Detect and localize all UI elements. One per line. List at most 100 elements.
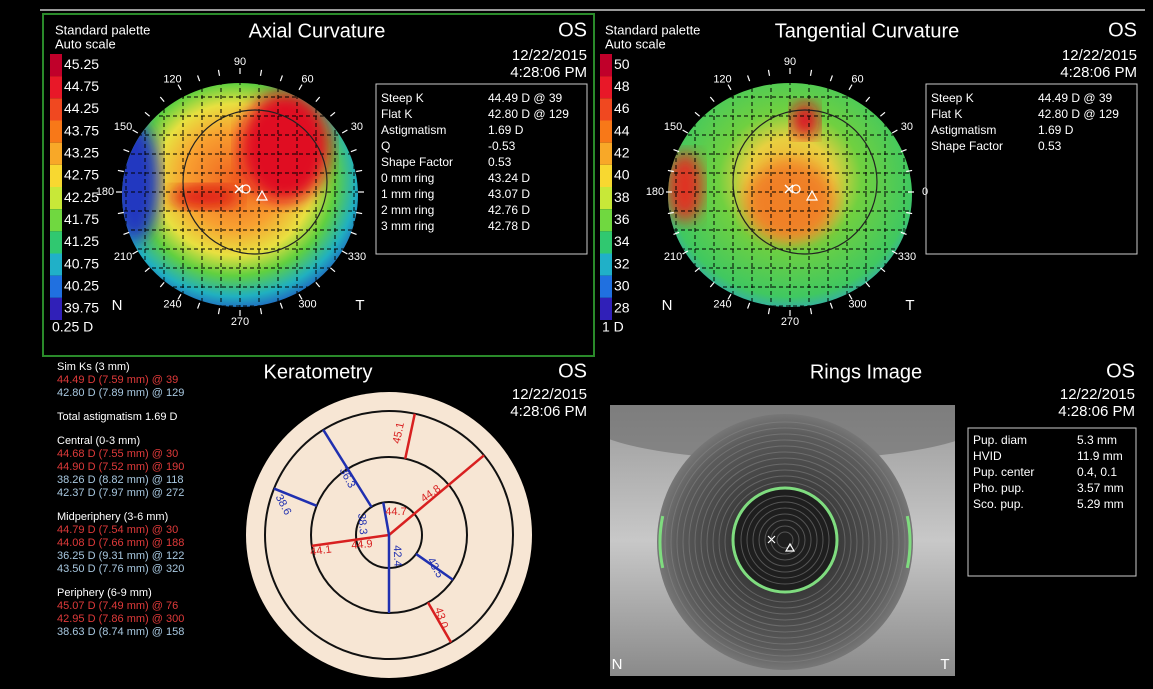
legend-swatch xyxy=(50,98,62,121)
legend-swatch xyxy=(50,164,62,187)
info-value: 5.3 mm xyxy=(1077,433,1117,447)
info-value: 0.53 xyxy=(1038,139,1062,153)
legend-label: 48 xyxy=(614,78,630,94)
angle-tick xyxy=(177,293,182,300)
meridian-value: 44.9 xyxy=(351,538,373,552)
keratometry-reading: 44.79 D (7.54 mm) @ 30 xyxy=(57,524,178,536)
angle-tick xyxy=(880,267,886,273)
legend-label: 41.75 xyxy=(64,211,99,227)
legend-swatch xyxy=(600,209,612,232)
angle-tick xyxy=(848,84,853,91)
info-value: 1.69 D xyxy=(1038,123,1074,137)
angle-tick xyxy=(279,75,283,82)
keratometry-reading: 36.25 D (9.31 mm) @ 122 xyxy=(57,550,184,562)
map-cool xyxy=(668,152,703,222)
angle-label: 30 xyxy=(351,121,363,133)
angle-tick xyxy=(767,308,771,315)
meridian xyxy=(322,429,373,508)
eye-label: OS xyxy=(1106,360,1135,382)
angle-tick xyxy=(694,267,700,273)
legend-label: 41.25 xyxy=(64,233,99,249)
angle-tick xyxy=(727,84,732,91)
angle-tick xyxy=(259,308,263,315)
placido-ring xyxy=(706,463,864,621)
exam-time: 4:28:06 PM xyxy=(1060,64,1137,81)
side-label: N xyxy=(112,297,123,314)
angle-label: 150 xyxy=(664,121,682,133)
legend-label: 42.75 xyxy=(64,167,99,183)
angle-label: 180 xyxy=(96,186,114,198)
info-value: 42.80 D @ 129 xyxy=(1038,107,1119,121)
placido-ring xyxy=(688,445,882,639)
panel-title: Rings Image xyxy=(810,361,922,383)
legend-swatch xyxy=(50,142,62,165)
angle-tick xyxy=(330,267,336,273)
legend-label: 38 xyxy=(614,189,630,205)
vertex-marker xyxy=(791,184,801,194)
meridian xyxy=(426,601,453,644)
pupil xyxy=(731,486,839,594)
side-label: T xyxy=(905,297,914,314)
angle-tick xyxy=(709,96,715,102)
legend-swatch xyxy=(600,164,612,187)
vertex-marker xyxy=(241,184,251,194)
keratometry-reading: 42.37 D (7.97 mm) @ 272 xyxy=(57,487,184,499)
angle-tick xyxy=(673,149,680,153)
angle-tick xyxy=(865,282,871,288)
legend-label: 43.25 xyxy=(64,144,99,160)
section-heading: Sim Ks (3 mm) xyxy=(57,361,130,373)
side-label: T xyxy=(355,297,364,314)
panel-title: Axial Curvature xyxy=(249,20,386,42)
angle-label: 150 xyxy=(114,121,132,133)
angle-label: 270 xyxy=(231,316,249,328)
angle-label: 180 xyxy=(646,186,664,198)
placido-ring xyxy=(764,519,806,561)
placido-ring xyxy=(724,481,846,603)
info-value: 0.53 xyxy=(488,155,512,169)
keratometry-reading: 42.80 D (7.89 mm) @ 129 xyxy=(57,387,184,399)
angle-tick xyxy=(350,231,357,235)
angle-tick xyxy=(197,302,201,309)
angle-tick xyxy=(694,111,700,117)
info-box xyxy=(967,427,1137,577)
legend-label: 30 xyxy=(614,277,630,293)
info-label: 0 mm ring xyxy=(381,171,434,185)
angle-tick xyxy=(298,293,303,300)
angle-tick xyxy=(132,129,139,134)
angle-tick xyxy=(667,169,674,173)
angle-label: 210 xyxy=(114,251,132,263)
palette-name: Standard palette xyxy=(605,22,700,37)
angle-tick xyxy=(709,282,715,288)
keratometry-reading: 44.08 D (7.66 mm) @ 188 xyxy=(57,537,184,549)
legend-swatch xyxy=(600,120,612,143)
apex-marker xyxy=(255,189,269,201)
pupil-outline xyxy=(182,109,328,255)
meridian-value: 38.3 xyxy=(355,513,369,535)
angle-tick xyxy=(673,231,680,235)
angle-tick xyxy=(123,149,130,153)
legend-swatch xyxy=(600,275,612,298)
info-value: 42.76 D xyxy=(488,203,530,217)
meridian xyxy=(388,454,485,536)
placido-ring xyxy=(718,475,852,609)
angle-label: 330 xyxy=(898,251,916,263)
angle-tick xyxy=(747,75,751,82)
info-label: 2 mm ring xyxy=(381,203,434,217)
angle-tick xyxy=(727,293,732,300)
angle-tick xyxy=(341,250,348,255)
angle-tick xyxy=(356,211,363,215)
angle-label: 240 xyxy=(163,298,181,310)
angle-tick xyxy=(159,282,165,288)
meridian xyxy=(415,552,454,581)
legend-label: 42.25 xyxy=(64,189,99,205)
legend-label: 43.75 xyxy=(64,122,99,138)
eye-photo xyxy=(610,405,955,676)
placido-ring xyxy=(752,507,818,573)
legend-swatch xyxy=(50,297,62,320)
info-label: Steep K xyxy=(931,91,974,105)
info-value: 42.80 D @ 129 xyxy=(488,107,569,121)
angle-tick xyxy=(132,250,139,255)
meridian-value: 45.1 xyxy=(391,421,407,444)
angle-tick xyxy=(900,231,907,235)
